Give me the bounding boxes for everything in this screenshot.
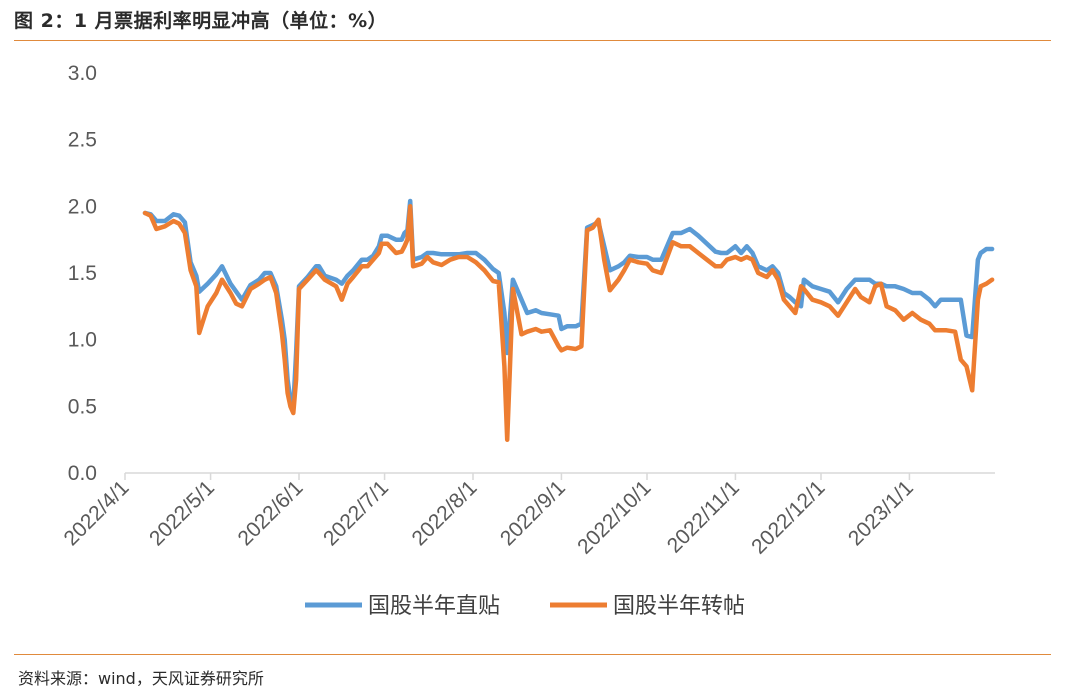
y-tick-label: 1.5 [68, 262, 97, 285]
x-tick-label: 2022/9/1 [496, 476, 570, 550]
series-layer [142, 198, 995, 442]
x-tick-label: 2022/12/1 [747, 476, 829, 558]
y-tick-label: 0.5 [68, 395, 97, 418]
source-note: 资料来源：wind，天风证券研究所 [18, 669, 264, 688]
header-divider [14, 40, 1051, 41]
line-chart: 0.00.51.01.52.02.53.0 2022/4/1 2022/5/1 20… [59, 62, 995, 619]
y-tick-label: 2.5 [68, 129, 97, 152]
x-tick-label: 2022/8/1 [407, 476, 481, 550]
chart-title: 图 2：1 月票据利率明显冲高（单位：%） [14, 10, 388, 32]
y-tick-label: 0.0 [68, 462, 97, 485]
x-tick-label: 2022/5/1 [145, 476, 219, 550]
series-line-1 [142, 198, 995, 409]
footer-divider [14, 654, 1051, 655]
x-tick-label: 2023/1/1 [844, 476, 918, 550]
series-line-2 [142, 204, 995, 442]
y-axis: 0.0 0.5 1.0 1.5 2.0 2.5 3.0 [68, 62, 97, 485]
x-axis: 2022/4/1 2022/5/1 2022/6/1 2022/7/1 2022/8/1… [59, 472, 995, 559]
x-tick-label: 2022/4/1 [59, 476, 133, 550]
y-tick-label: 1.0 [68, 329, 97, 352]
legend-label: 国股半年直贴 [368, 594, 500, 619]
legend: 国股半年直贴 国股半年转帖 [305, 594, 745, 619]
y-tick-label: 3.0 [68, 62, 97, 85]
y-tick-label: 2.0 [68, 195, 97, 218]
x-tick-label: 2022/6/1 [233, 476, 307, 550]
x-tick-label: 2022/11/1 [663, 476, 744, 557]
x-tick-label: 2022/10/1 [573, 476, 655, 558]
x-tick-label: 2022/7/1 [319, 476, 393, 550]
legend-label: 国股半年转帖 [613, 594, 745, 619]
